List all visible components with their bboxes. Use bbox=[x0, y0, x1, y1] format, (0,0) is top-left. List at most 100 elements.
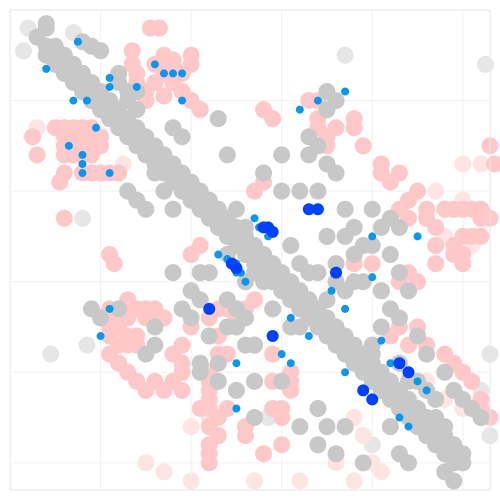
point-light_grey-7 bbox=[78, 336, 96, 354]
point-light_pink-0 bbox=[137, 454, 155, 472]
point-pink-156 bbox=[200, 454, 218, 472]
point-pink-65 bbox=[354, 137, 372, 155]
point-light_pink-4 bbox=[291, 472, 309, 490]
point-grey-269 bbox=[372, 381, 390, 399]
point-grey-258 bbox=[390, 309, 408, 327]
point-cyan-38 bbox=[304, 332, 313, 341]
point-pink-49 bbox=[51, 173, 69, 191]
series-blue bbox=[203, 203, 415, 406]
point-light_pink-3 bbox=[246, 472, 264, 490]
point-light_grey-6 bbox=[42, 345, 60, 363]
point-cyan-24 bbox=[214, 250, 223, 259]
point-cyan-10 bbox=[69, 96, 78, 105]
point-pink-109 bbox=[463, 372, 481, 390]
point-light_grey-1 bbox=[15, 42, 33, 60]
point-cyan-4 bbox=[150, 60, 159, 69]
point-cyan-2 bbox=[105, 73, 114, 82]
point-grey-231 bbox=[246, 336, 264, 354]
point-grey-212 bbox=[300, 264, 318, 282]
point-cyan-0 bbox=[73, 37, 82, 46]
point-pink-46 bbox=[110, 164, 128, 182]
point-blue-5 bbox=[330, 266, 343, 279]
point-pink-172 bbox=[236, 427, 254, 445]
point-grey-251 bbox=[182, 191, 200, 209]
point-grey-252 bbox=[336, 227, 354, 245]
point-grey-168 bbox=[327, 255, 345, 273]
point-cyan-48 bbox=[404, 422, 413, 431]
point-grey-220 bbox=[381, 418, 399, 436]
point-pink-176 bbox=[173, 336, 191, 354]
point-pink-159 bbox=[218, 399, 236, 417]
point-cyan-16 bbox=[78, 169, 87, 178]
point-pink-114 bbox=[246, 182, 264, 200]
point-grey-250 bbox=[164, 200, 182, 218]
point-pink-186 bbox=[246, 291, 264, 309]
point-pink-96 bbox=[363, 255, 381, 273]
point-grey-184 bbox=[236, 218, 254, 236]
point-pink-2 bbox=[123, 42, 141, 60]
point-grey-241 bbox=[227, 381, 245, 399]
point-pink-48 bbox=[28, 146, 46, 164]
point-grey-260 bbox=[418, 345, 436, 363]
series-grey bbox=[28, 15, 490, 490]
point-light_pink-16 bbox=[354, 427, 372, 445]
point-grey-142 bbox=[46, 42, 64, 60]
point-grey-202 bbox=[191, 363, 209, 381]
point-blue-7 bbox=[266, 330, 279, 343]
point-light_pink-22 bbox=[427, 182, 445, 200]
point-cyan-15 bbox=[78, 159, 87, 168]
point-blue-12 bbox=[311, 203, 324, 216]
point-grey-267 bbox=[399, 372, 417, 390]
point-grey-239 bbox=[309, 399, 327, 417]
point-grey-145 bbox=[92, 42, 110, 60]
point-blue-6 bbox=[203, 302, 216, 315]
point-grey-246 bbox=[155, 182, 173, 200]
point-grey-209 bbox=[273, 182, 291, 200]
point-cyan-12 bbox=[92, 123, 101, 132]
point-light_pink-20 bbox=[472, 155, 490, 173]
point-grey-249 bbox=[137, 200, 155, 218]
point-cyan-36 bbox=[96, 332, 105, 341]
point-pink-170 bbox=[273, 409, 291, 427]
point-pink-40 bbox=[83, 146, 101, 164]
point-pink-146 bbox=[173, 363, 191, 381]
point-pink-54 bbox=[182, 246, 200, 264]
point-grey-259 bbox=[409, 327, 427, 345]
point-light_pink-17 bbox=[182, 418, 200, 436]
point-cyan-19 bbox=[341, 87, 350, 96]
point-grey-224 bbox=[445, 472, 463, 490]
point-pink-17 bbox=[191, 101, 209, 119]
point-grey-256 bbox=[372, 282, 390, 300]
point-pink-91 bbox=[427, 255, 445, 273]
point-cyan-14 bbox=[78, 150, 87, 159]
point-grey-244 bbox=[209, 354, 227, 372]
point-pink-169 bbox=[255, 445, 273, 463]
point-grey-216 bbox=[390, 218, 408, 236]
point-pink-19 bbox=[164, 51, 182, 69]
point-pink-77 bbox=[427, 236, 445, 254]
point-cyan-41 bbox=[232, 359, 241, 368]
point-grey-171 bbox=[318, 291, 336, 309]
point-cyan-35 bbox=[105, 304, 114, 313]
point-grey-165 bbox=[381, 246, 399, 264]
point-grey-245 bbox=[146, 164, 164, 182]
point-cyan-29 bbox=[241, 277, 250, 286]
point-cyan-40 bbox=[286, 359, 295, 368]
point-pink-11 bbox=[155, 87, 173, 105]
point-pink-62 bbox=[327, 119, 345, 137]
point-cyan-18 bbox=[313, 96, 322, 105]
point-grey-253 bbox=[345, 246, 363, 264]
point-light_pink-8 bbox=[372, 463, 390, 481]
point-blue-8 bbox=[393, 357, 406, 370]
point-cyan-1 bbox=[42, 64, 51, 73]
point-pink-56 bbox=[264, 110, 282, 128]
point-grey-217 bbox=[363, 345, 381, 363]
point-grey-271 bbox=[182, 282, 200, 300]
point-grey-222 bbox=[399, 454, 417, 472]
point-cyan-3 bbox=[105, 82, 114, 91]
point-cyan-31 bbox=[413, 232, 422, 241]
point-grey-240 bbox=[318, 418, 336, 436]
point-grey-155 bbox=[128, 101, 146, 119]
point-light_pink-6 bbox=[345, 472, 363, 490]
